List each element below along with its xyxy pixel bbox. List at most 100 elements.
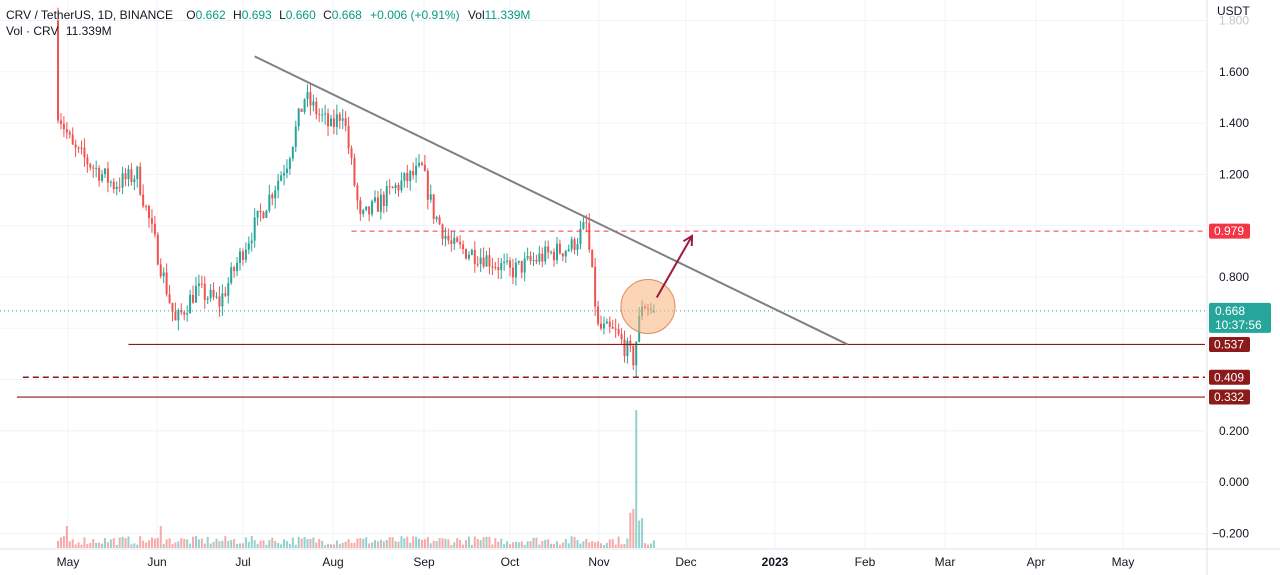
volume-value: 11.339M <box>484 8 531 22</box>
volume-bar <box>412 536 415 548</box>
volume-bar <box>86 543 89 548</box>
volume-bar <box>165 539 168 548</box>
volume-bar <box>644 543 647 548</box>
volume-bar <box>394 541 397 548</box>
volume-series-value: 11.339M <box>65 24 112 38</box>
volume-bar <box>426 536 429 548</box>
low-label: L <box>279 8 286 22</box>
candle-body <box>200 283 203 285</box>
volume-bar <box>159 526 162 548</box>
volume-bar <box>429 543 432 548</box>
candle-body <box>555 243 558 261</box>
candle-body <box>274 190 277 199</box>
candle-body <box>283 172 286 176</box>
volume-bar <box>453 542 456 548</box>
candle-body <box>611 326 614 329</box>
volume-bar <box>541 541 544 548</box>
candle-body <box>573 239 576 250</box>
candle-body <box>558 243 561 254</box>
time-tick-label: Apr <box>1027 555 1046 569</box>
volume-bar <box>329 544 332 548</box>
volume-bar <box>186 539 189 548</box>
volume-bar <box>576 539 579 548</box>
candle-body <box>632 345 635 366</box>
candle-body <box>57 20 60 121</box>
candle-body <box>597 306 600 324</box>
candle-body <box>368 206 371 215</box>
symbol-title[interactable]: CRV / TetherUS, 1D, BINANCE <box>6 8 173 22</box>
candle-body <box>62 123 65 130</box>
candle-body <box>318 114 321 116</box>
volume-bar <box>306 538 309 548</box>
volume-bar <box>500 538 503 548</box>
volume-bar <box>247 541 250 548</box>
volume-bar <box>180 538 183 548</box>
candle-body <box>259 210 262 213</box>
candle-body <box>626 340 629 357</box>
candle-body <box>350 148 353 158</box>
volume-bar <box>315 542 318 548</box>
candle-body <box>500 263 503 271</box>
volume-bar <box>511 542 514 548</box>
candle-body <box>59 120 62 124</box>
highlight-circle <box>620 278 676 334</box>
symbol-legend: CRV / TetherUS, 1D, BINANCE O0.662 H0.69… <box>6 7 530 24</box>
candle-body <box>594 266 597 307</box>
volume-bar <box>174 542 177 548</box>
volume-bar <box>148 540 151 548</box>
volume-bar <box>106 542 109 548</box>
volume-bar <box>620 544 623 548</box>
volume-bar <box>74 544 77 548</box>
candle-body <box>347 125 350 149</box>
volume-bar <box>600 543 602 548</box>
candle-body <box>98 168 101 181</box>
time-tick-label: Aug <box>322 555 343 569</box>
volume-bar <box>514 541 517 548</box>
volume-bar <box>203 543 206 548</box>
candle-body <box>65 129 68 133</box>
volume-bar <box>95 543 98 548</box>
candle-body <box>635 341 638 366</box>
open-value: 0.662 <box>195 8 226 22</box>
volume-bar <box>570 536 573 548</box>
candle-body <box>101 174 104 181</box>
volume-bar <box>168 538 171 548</box>
candle-body <box>177 310 180 321</box>
volume-bar <box>192 536 195 548</box>
time-tick-label: Feb <box>855 555 876 569</box>
candle-body <box>236 262 239 271</box>
candle-body <box>423 164 426 171</box>
high-label: H <box>233 8 242 22</box>
candle-body <box>391 187 394 189</box>
candle-body <box>570 239 573 250</box>
volume-series-label[interactable]: Vol · CRV <box>6 24 59 38</box>
volume-bar <box>77 542 80 548</box>
volume-bar <box>611 539 614 548</box>
volume-bar <box>283 539 286 548</box>
candle-body <box>227 283 230 296</box>
volume-bar <box>485 536 488 548</box>
candle-body <box>344 118 347 126</box>
candle-body <box>388 186 391 188</box>
volume-bar <box>526 541 529 548</box>
volume-bar <box>506 541 509 548</box>
candle-body <box>526 255 529 259</box>
candle-body <box>600 323 602 329</box>
candle-body <box>509 260 512 268</box>
price-tick-label: 1.200 <box>1219 167 1249 181</box>
candle-body <box>409 170 412 182</box>
candle-body <box>497 267 500 271</box>
time-tick-label: Jul <box>235 555 250 569</box>
currency-unit[interactable]: USDT <box>1217 4 1250 18</box>
volume-bar <box>277 543 280 548</box>
volume-bar <box>291 537 294 548</box>
candle-body <box>241 251 244 260</box>
candle-body <box>550 251 553 253</box>
candle-body <box>426 170 429 200</box>
price-tick-label: 1.600 <box>1219 65 1249 79</box>
candle-body <box>148 206 151 219</box>
volume-bar <box>391 537 394 548</box>
candle-body <box>338 114 341 121</box>
volume-bar <box>280 544 283 548</box>
